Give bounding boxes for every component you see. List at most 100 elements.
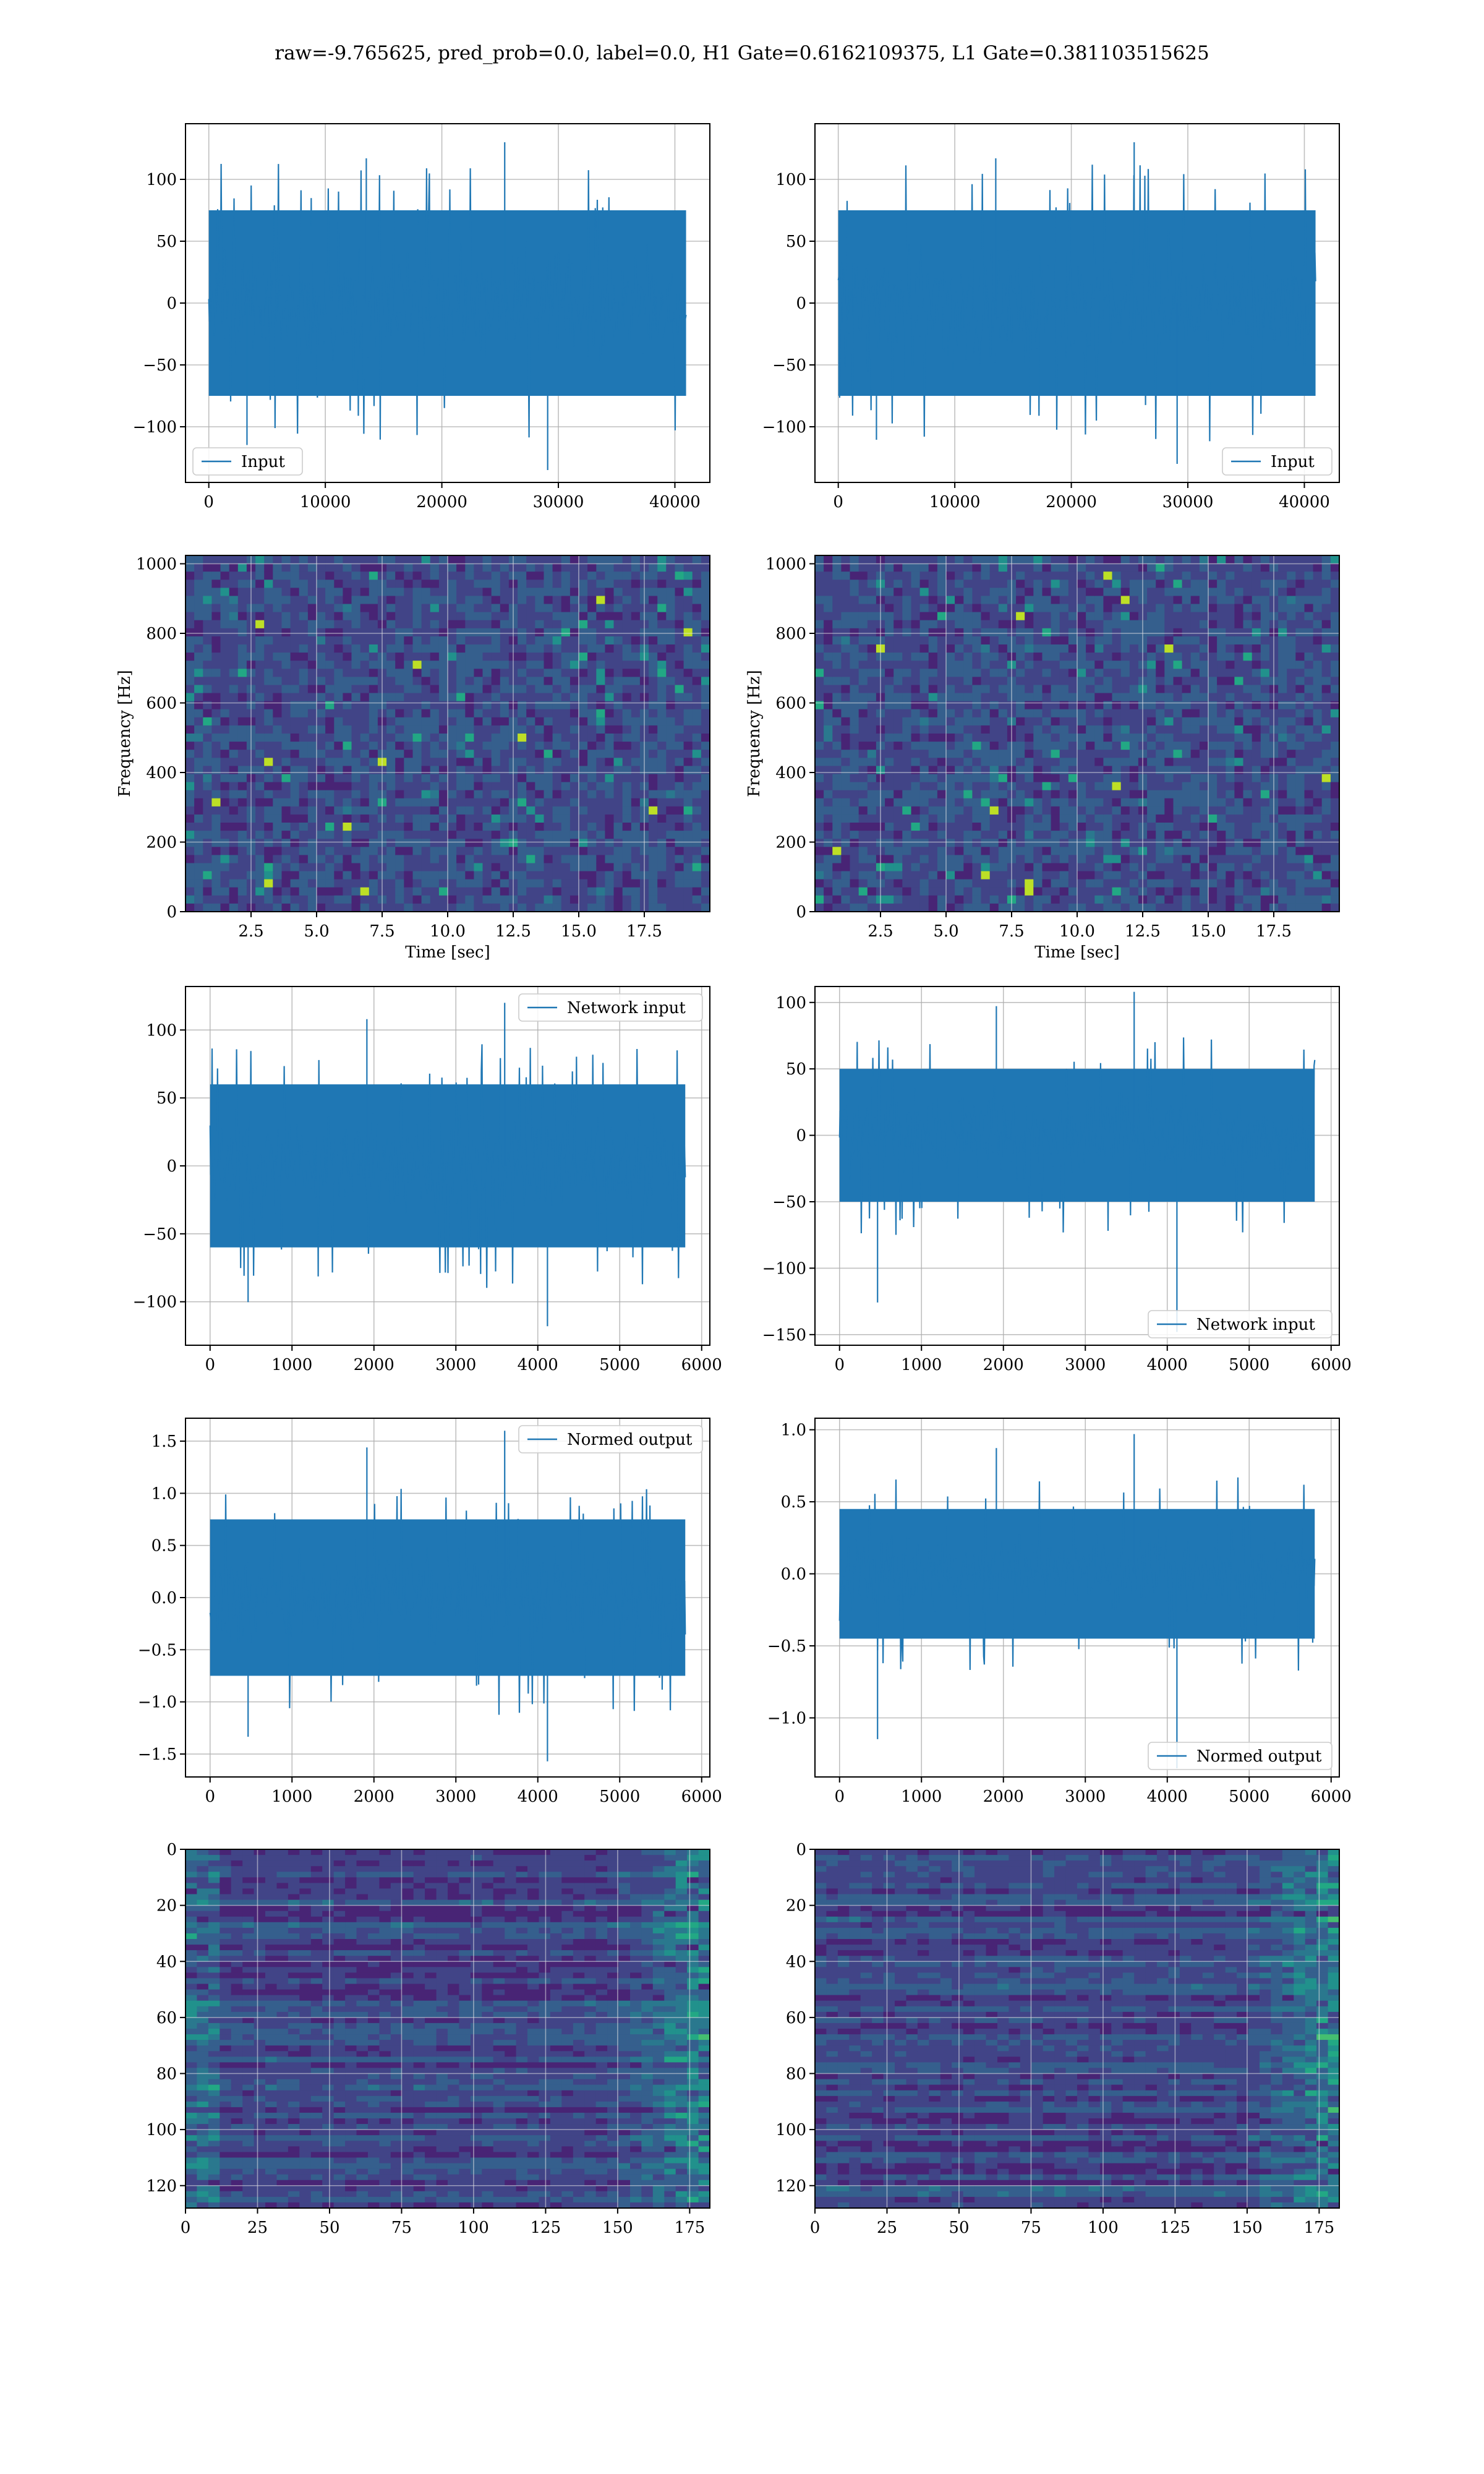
heatmap-cell: [186, 644, 195, 653]
heatmap-cell: [273, 701, 282, 710]
heatmap-cell: [386, 571, 396, 580]
heatmap-cell: [657, 588, 667, 597]
heatmap-cell: [657, 612, 667, 621]
heatmap-cell: [998, 782, 1008, 791]
heatmap-cell: [544, 669, 553, 677]
heatmap-cell: [1156, 563, 1165, 572]
heatmap-cell: [1077, 814, 1086, 823]
heatmap-cell: [237, 563, 247, 572]
heatmap-cell: [1208, 798, 1217, 807]
heatmap-cell: [290, 814, 300, 823]
heatmap-cell: [885, 758, 894, 766]
heatmap-cell: [369, 669, 378, 677]
heatmap-cell: [412, 628, 422, 637]
heatmap-cell: [579, 669, 588, 677]
heatmap-cell: [675, 620, 684, 629]
heatmap-cell: [701, 863, 710, 872]
heatmap-cell: [561, 855, 571, 864]
heatmap-cell: [1147, 798, 1156, 807]
heatmap-cell: [360, 750, 370, 758]
heatmap-cell: [1217, 782, 1226, 791]
heatmap-cell: [535, 555, 544, 564]
heatmap-cell: [535, 725, 544, 734]
heatmap-cell: [1252, 588, 1261, 597]
heatmap-cell: [1112, 766, 1122, 775]
heatmap-cell: [343, 823, 352, 831]
heatmap-cell: [989, 580, 999, 588]
heatmap-cell: [1173, 782, 1183, 791]
heatmap-cell: [211, 669, 221, 677]
heatmap-cell: [518, 782, 527, 791]
heatmap-cell: [963, 839, 973, 847]
heatmap-cell: [1103, 814, 1113, 823]
heatmap-cell: [1077, 717, 1086, 726]
heatmap-cell: [456, 604, 466, 613]
heatmap-cell: [395, 863, 404, 872]
heatmap-cell: [491, 563, 501, 572]
heatmap-cell: [334, 685, 343, 694]
heatmap-cell: [666, 661, 675, 669]
heatmap-cell: [919, 814, 929, 823]
heatmap-cell: [430, 839, 440, 847]
heatmap-cell: [815, 798, 824, 807]
heatmap-cell: [605, 806, 615, 815]
heatmap-cell: [307, 563, 317, 572]
heatmap-cell: [438, 839, 448, 847]
heatmap-cell: [211, 863, 221, 872]
heatmap-cell: [307, 782, 317, 791]
heatmap-cell: [369, 871, 378, 880]
heatmap-cell: [657, 798, 667, 807]
heatmap-cell: [1016, 831, 1025, 839]
heatmap-cell: [902, 814, 911, 823]
heatmap-cell: [815, 588, 824, 597]
heatmap-cell: [1129, 588, 1139, 597]
heatmap-cell: [561, 823, 571, 831]
heatmap-cell: [264, 701, 273, 710]
heatmap-cell: [307, 725, 317, 734]
heatmap-cell: [1208, 628, 1217, 637]
heatmap-cell: [421, 855, 431, 864]
heatmap-cell: [989, 903, 999, 912]
heatmap-cell: [1164, 855, 1174, 864]
heatmap-cell: [237, 895, 247, 904]
heatmap-cell: [1208, 879, 1217, 888]
heatmap-cell: [351, 709, 361, 718]
heatmap-cell: [1156, 823, 1165, 831]
heatmap-cell: [1234, 693, 1244, 702]
heatmap-cell: [919, 571, 929, 580]
heatmap-cell: [579, 620, 588, 629]
heatmap-cell: [683, 823, 693, 831]
heatmap-cell: [334, 734, 343, 742]
heatmap-cell: [281, 895, 291, 904]
heatmap-cell: [1129, 709, 1139, 718]
heatmap-cell: [186, 831, 195, 839]
heatmap-cell: [885, 823, 894, 831]
heatmap-cell: [1182, 831, 1192, 839]
heatmap-cell: [928, 571, 938, 580]
heatmap-cell: [972, 636, 982, 645]
heatmap-cell: [317, 701, 326, 710]
heatmap-cell: [1120, 831, 1130, 839]
heatmap-cell: [963, 685, 973, 694]
heatmap-cell: [1025, 855, 1034, 864]
heatmap-cell: [482, 571, 492, 580]
heatmap-cell: [369, 831, 378, 839]
heatmap-cell: [281, 669, 291, 677]
heatmap-cell: [596, 790, 605, 799]
heatmap-cell: [1051, 693, 1060, 702]
heatmap-cell: [1252, 774, 1261, 783]
heatmap-cell: [1164, 814, 1174, 823]
heatmap-cell: [220, 709, 230, 718]
heatmap-cell: [657, 669, 667, 677]
heatmap-cell: [448, 685, 457, 694]
heatmap-cell: [343, 903, 352, 912]
heatmap-cell: [281, 596, 291, 605]
heatmap-cell: [186, 555, 195, 564]
heatmap-cell: [937, 555, 947, 564]
heatmap-cell: [351, 620, 361, 629]
heatmap-cell: [482, 823, 492, 831]
heatmap-cell: [1199, 814, 1209, 823]
heatmap-cell: [911, 887, 921, 896]
heatmap-cell: [421, 677, 431, 686]
